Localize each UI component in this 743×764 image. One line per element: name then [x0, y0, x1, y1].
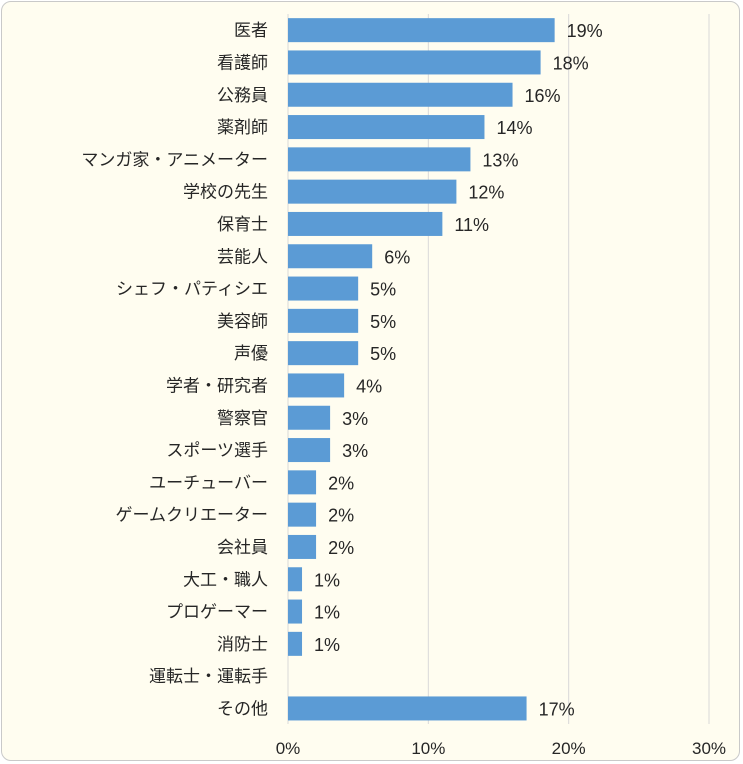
category-label: プロゲーマー [166, 603, 268, 623]
bar [288, 147, 471, 172]
data-label: 5% [370, 312, 396, 332]
bar [288, 341, 359, 366]
data-label: 2% [328, 473, 354, 493]
bar [288, 82, 513, 107]
bar [288, 308, 359, 333]
category-label: 医者 [234, 21, 268, 41]
data-label: 3% [342, 441, 368, 461]
category-label: 薬剤師 [217, 118, 268, 138]
bar [288, 502, 317, 527]
category-label: その他 [217, 699, 268, 719]
data-label: 12% [468, 183, 504, 203]
category-label: 学校の先生 [183, 183, 268, 203]
bar [288, 18, 555, 43]
bar [288, 50, 541, 75]
category-label: 美容師 [217, 312, 268, 332]
bar [288, 373, 345, 398]
data-label: 19% [567, 21, 603, 41]
bar [288, 179, 457, 204]
category-label: 警察官 [217, 409, 268, 429]
data-label: 5% [370, 344, 396, 364]
data-label: 1% [314, 635, 340, 655]
data-label: 1% [314, 570, 340, 590]
category-label: シェフ・パティシエ [116, 280, 268, 300]
category-label: 学者・研究者 [166, 376, 268, 396]
x-tick-label: 20% [552, 739, 586, 758]
data-label: 4% [356, 376, 382, 396]
category-label: 芸能人 [217, 247, 268, 267]
category-label: スポーツ選手 [166, 441, 268, 461]
category-label: 公務員 [217, 86, 268, 106]
bar [288, 276, 359, 301]
x-tick-label: 10% [411, 739, 445, 758]
category-label: 大工・職人 [183, 570, 268, 590]
bar [288, 696, 527, 721]
data-label: 5% [370, 280, 396, 300]
data-label: 1% [314, 603, 340, 623]
data-label: 2% [328, 506, 354, 526]
category-label: 運転士・運転手 [149, 667, 268, 687]
category-label: 消防士 [217, 635, 268, 655]
data-label: 11% [454, 215, 489, 235]
category-label: 保育士 [217, 215, 268, 235]
bar [288, 438, 331, 463]
bars [288, 18, 555, 721]
category-label: ゲームクリエーター [116, 506, 269, 526]
category-label: ユーチューバー [149, 473, 268, 493]
data-label: 18% [553, 53, 589, 73]
x-tick-label: 30% [692, 739, 726, 758]
bar [288, 405, 331, 430]
data-label: 14% [496, 118, 532, 138]
data-label: 17% [539, 699, 575, 719]
bar [288, 244, 373, 269]
data-label: 16% [525, 86, 561, 106]
data-label: 6% [384, 247, 410, 267]
data-label: 2% [328, 538, 354, 558]
bar [288, 211, 443, 236]
bar [288, 567, 303, 592]
bar [288, 631, 303, 656]
data-label: 3% [342, 409, 368, 429]
bar [288, 534, 317, 559]
category-label: 声優 [234, 344, 268, 364]
x-tick-label: 0% [276, 739, 301, 758]
bar [288, 115, 485, 140]
category-label: 看護師 [217, 53, 268, 73]
bar [288, 599, 303, 624]
bar [288, 470, 317, 495]
labels: 0% 10% 20% 30% 医者 19% 看護師 18% 公務員 16% 薬剤師 14% マンガ家・ア… [81, 21, 726, 758]
category-label: 会社員 [217, 538, 268, 558]
data-label: 13% [482, 150, 518, 170]
category-label: マンガ家・アニメーター [81, 150, 268, 170]
